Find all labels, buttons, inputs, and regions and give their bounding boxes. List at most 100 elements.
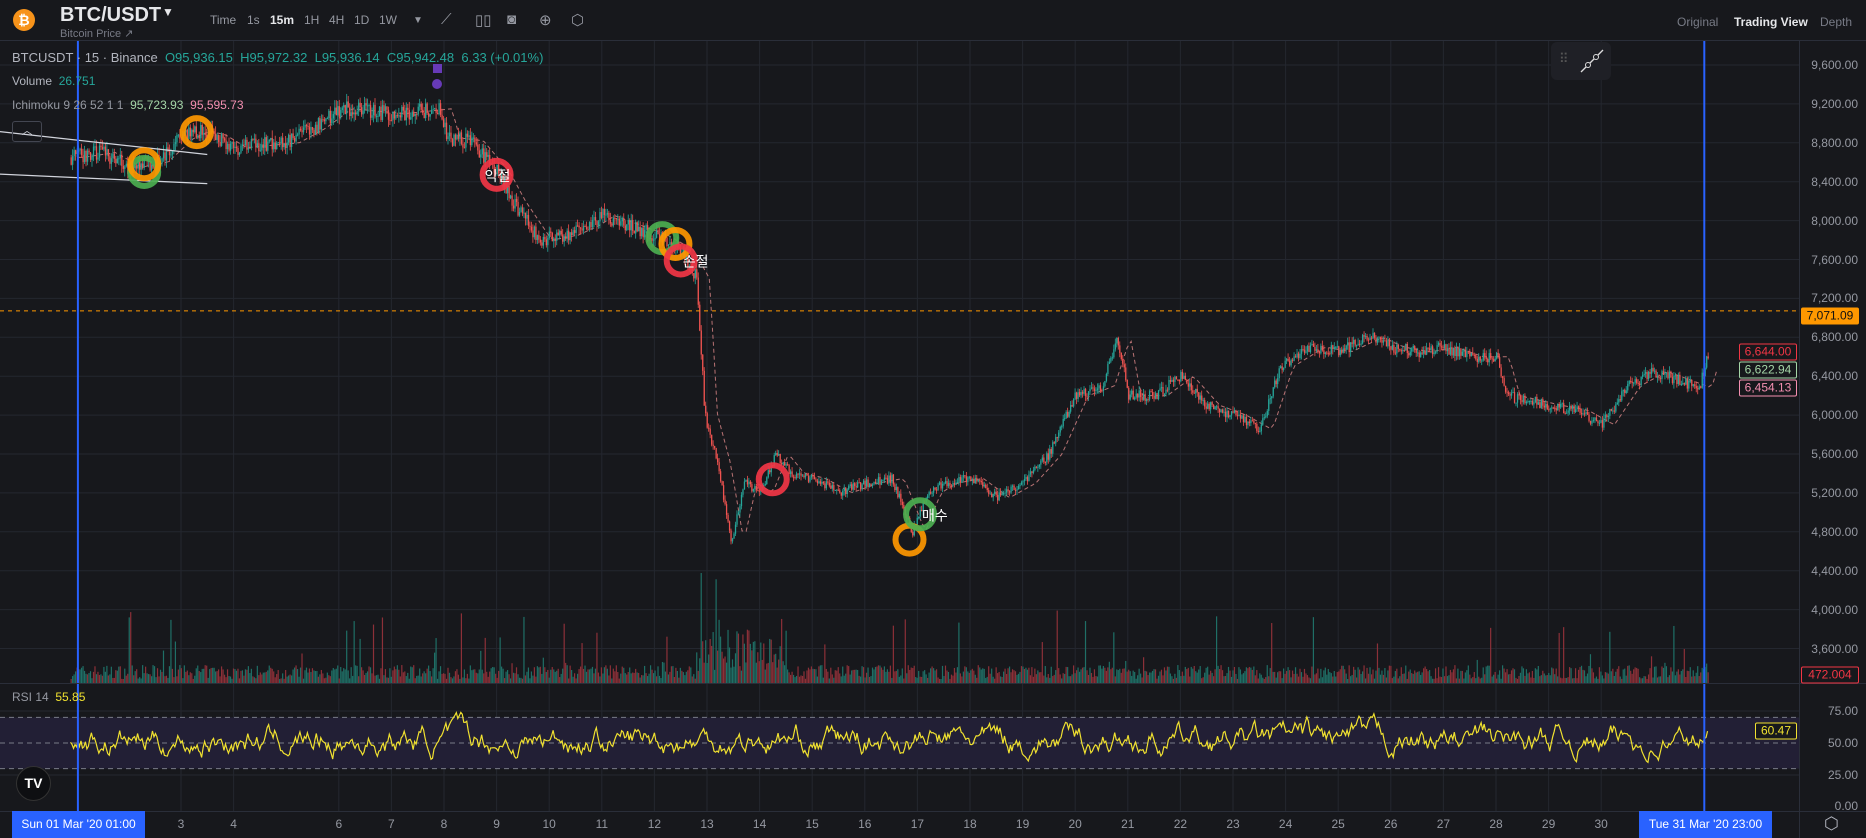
candle-body	[468, 135, 470, 137]
candle-body	[1694, 384, 1696, 386]
plus-circle-icon[interactable]: ⊕	[539, 12, 552, 29]
volume-bar	[1266, 665, 1268, 683]
volume-bar	[1507, 674, 1510, 683]
candle-body	[72, 156, 74, 165]
volume-bar	[1639, 677, 1641, 683]
indicator-icon[interactable]: ⟋	[441, 11, 452, 28]
candle-body	[1110, 357, 1112, 362]
volume-bar	[1621, 678, 1623, 683]
close-value: C95,942.48	[386, 50, 455, 65]
collapse-legend-button[interactable]: ︿	[12, 121, 42, 142]
volume-bar	[1265, 677, 1267, 683]
tradingview-logo[interactable]: TV	[16, 766, 51, 801]
volume-bar	[1040, 672, 1042, 683]
camera-icon[interactable]: ◙	[507, 11, 517, 28]
candle-body	[121, 154, 123, 166]
volume-bar	[517, 674, 519, 683]
volume-bar	[941, 665, 944, 683]
candle-body	[304, 124, 306, 128]
candle-body	[1461, 351, 1464, 356]
volume-bar	[1452, 669, 1455, 683]
candle-body	[1525, 401, 1528, 404]
candle-body	[1373, 332, 1376, 338]
view-depth[interactable]: Depth	[1820, 15, 1853, 29]
chevron-down-icon[interactable]: ▼	[162, 5, 174, 19]
tab-1d[interactable]: 1D	[354, 13, 370, 27]
volume-bar	[432, 668, 434, 683]
volume-bar	[1144, 670, 1146, 683]
volume-bar	[687, 670, 689, 683]
candle-body	[1662, 371, 1665, 375]
timeframe-more-icon[interactable]: ▼	[413, 15, 423, 26]
axis-settings-icon[interactable]: ⬡	[1824, 814, 1839, 833]
candle-type-icon[interactable]: ▯▯	[475, 12, 492, 29]
volume-bar	[1180, 676, 1182, 683]
volume-bar	[594, 668, 597, 683]
candle-body	[402, 106, 405, 111]
candle-body	[176, 135, 178, 143]
volume-bar	[1093, 669, 1096, 683]
tab-15m[interactable]: 15m	[270, 13, 295, 27]
candle-body	[1686, 378, 1688, 389]
tab-1h[interactable]: 1H	[304, 13, 320, 27]
time-tick: 9	[493, 817, 500, 831]
volume-bar	[1591, 668, 1593, 683]
volume-bar	[319, 674, 321, 683]
volume-bar	[1467, 665, 1469, 683]
tab-4h[interactable]: 4H	[329, 13, 345, 27]
candle-body	[459, 132, 461, 139]
volume-bar	[463, 669, 465, 683]
candle-body	[177, 134, 180, 136]
pane-separator[interactable]	[0, 683, 1866, 684]
volume-bar	[885, 671, 887, 683]
drag-handle-icon[interactable]: ⠿	[1559, 51, 1569, 66]
pair-selector[interactable]: BTC/USDT	[60, 4, 162, 26]
candle-body	[1254, 422, 1257, 424]
volume-bar	[112, 677, 114, 683]
candle-body	[1628, 381, 1630, 385]
volume-bar	[716, 650, 719, 683]
volume-bar	[1619, 676, 1621, 683]
candle-body	[821, 481, 823, 484]
candle-body	[1521, 400, 1523, 403]
drawing-toolbar[interactable]: ⠿	[1551, 42, 1611, 80]
candle-body	[1360, 343, 1362, 345]
candle-body	[548, 231, 550, 238]
volume-bar	[708, 654, 710, 683]
volume-bar	[602, 673, 604, 683]
candle-body	[551, 232, 553, 242]
volume-bar	[402, 672, 404, 683]
volume-bar	[986, 676, 988, 683]
volume-bar	[532, 675, 534, 683]
tab-time[interactable]: Time	[210, 13, 237, 27]
candle-body	[1268, 399, 1270, 411]
candle-body	[273, 142, 275, 150]
candle-body	[1226, 410, 1228, 418]
candle-body	[1192, 390, 1194, 393]
view-original[interactable]: Original	[1677, 15, 1719, 29]
volume-bar	[1583, 670, 1586, 683]
candle-body	[332, 114, 334, 119]
volume-bar	[611, 678, 613, 683]
candle-body	[323, 119, 326, 122]
tab-1s[interactable]: 1s	[247, 13, 260, 27]
candle-body	[560, 230, 562, 235]
candle-body	[1420, 352, 1422, 358]
volume-bar	[922, 671, 924, 683]
volume-bar	[426, 668, 428, 683]
trendline-tool-icon[interactable]	[1579, 48, 1605, 74]
candle-body	[1202, 400, 1204, 402]
tab-1w[interactable]: 1W	[379, 13, 397, 27]
candle-body	[91, 155, 93, 160]
volume-bar	[97, 671, 99, 683]
view-trading-view[interactable]: Trading View	[1734, 15, 1808, 29]
volume-bar	[1394, 671, 1396, 683]
candle-body	[1119, 345, 1121, 353]
pair-subtitle-link[interactable]: Bitcoin Price ↗	[60, 28, 134, 40]
volume-bar	[694, 678, 696, 683]
volume-bar	[1226, 673, 1228, 683]
candle-body	[1589, 420, 1592, 424]
settings-hex-icon[interactable]: ⬡	[571, 12, 585, 29]
candle-body	[1434, 351, 1437, 353]
